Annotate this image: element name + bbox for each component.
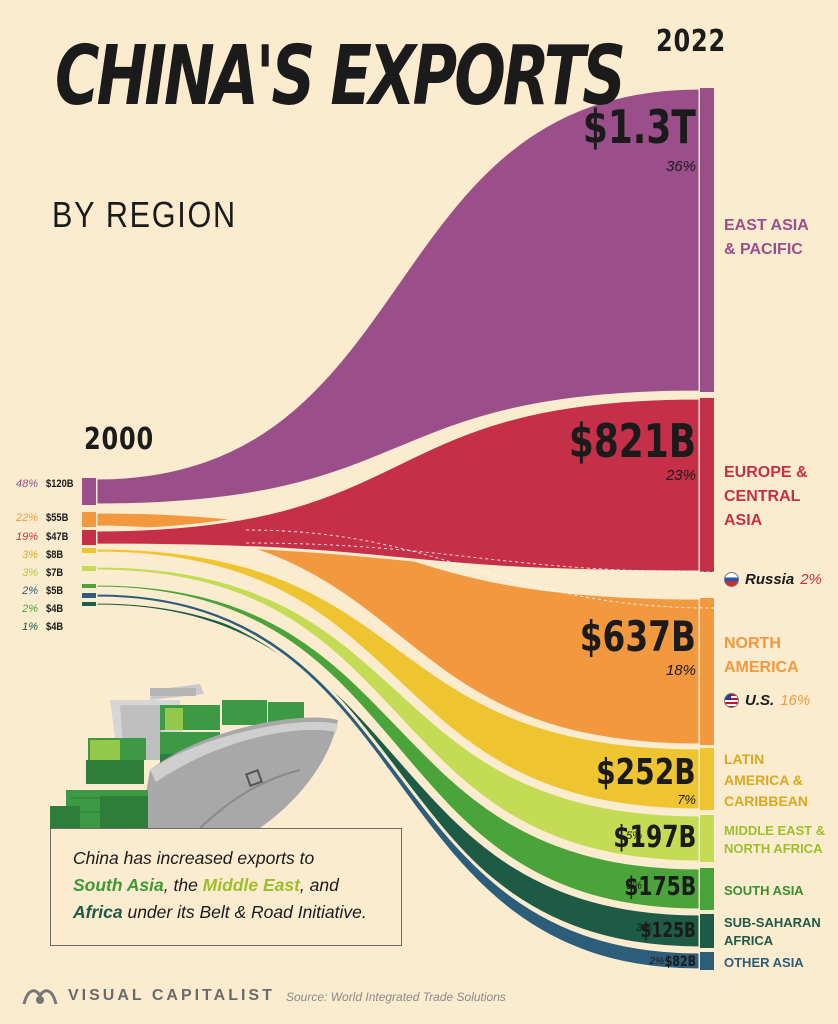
- sub-saharan-end-bar: [700, 914, 714, 948]
- latin-america-flow: [94, 546, 702, 812]
- note-south-asia: South Asia: [73, 875, 164, 895]
- latin-america-start-cap: [82, 548, 96, 553]
- belt-road-note: China has increased exports to South Asi…: [50, 828, 402, 946]
- year-2022-label: 2022: [656, 24, 726, 59]
- left-row-pct: 3%: [22, 549, 38, 561]
- note-africa: Africa: [73, 902, 123, 922]
- other-asia-start-cap: [82, 593, 96, 598]
- left-row-1: 22% $55B: [0, 512, 80, 527]
- footer-brand: VISUAL CAPITALIST: [22, 984, 275, 1008]
- middle-east-start-cap: [82, 566, 96, 571]
- cargo-ship-illustration: [50, 684, 338, 829]
- left-row-value: $7B: [46, 567, 64, 579]
- latin-america-end-bar: [700, 748, 714, 810]
- left-row-value: $120B: [46, 478, 74, 490]
- russia-name: Russia: [745, 571, 795, 588]
- us-flag-icon: [724, 693, 739, 708]
- north-america-value: $637B: [579, 612, 696, 661]
- note-middle-east: Middle East: [202, 875, 300, 895]
- south-asia-value: $175B: [624, 872, 696, 902]
- latin-america-name: LATIN AMERICA & CARIBBEAN: [724, 751, 808, 809]
- source-note: Source: World Integrated Trade Solutions: [286, 990, 506, 1004]
- left-row-value: $47B: [46, 531, 69, 543]
- us-name: U.S.: [745, 692, 775, 709]
- europe-name: EUROPE & CENTRAL ASIA: [724, 464, 808, 529]
- left-row-value: $4B: [46, 603, 64, 615]
- left-row-3: 3% $8B: [0, 549, 80, 564]
- other-asia-end-bar: [700, 952, 714, 970]
- visual-capitalist-logo-icon: [22, 989, 58, 1005]
- south-asia-end-bar: [700, 868, 714, 910]
- south-asia-pct: 5%: [626, 880, 642, 892]
- north-america-name: NORTH AMERICA: [724, 635, 799, 676]
- east-asia-start-cap: [82, 478, 96, 505]
- left-row-6: 2% $4B: [0, 603, 80, 618]
- us-divider: [245, 529, 715, 609]
- north-america-pct: 18%: [665, 662, 696, 679]
- brand-name: VISUAL CAPITALIST: [68, 987, 275, 1004]
- us-pct: 16%: [780, 692, 811, 709]
- russia-pct: 2%: [800, 571, 822, 588]
- us-subitem: U.S. 16%: [724, 692, 810, 709]
- south-asia-name: SOUTH ASIA: [724, 883, 804, 898]
- left-row-0: 48% $120B: [0, 478, 80, 493]
- middle-east-end-bar: [700, 815, 714, 862]
- east-asia-name: EAST ASIA & PACIFIC: [724, 217, 809, 258]
- north-america-start-cap: [82, 512, 96, 527]
- other-asia-value: $82B: [664, 954, 696, 970]
- east-asia-value: $1.3T: [582, 100, 696, 154]
- europe-pct: 23%: [665, 467, 696, 484]
- latin-america-pct: 7%: [677, 792, 696, 807]
- europe-start-cap: [82, 530, 96, 545]
- year-2000-label: 2000: [84, 422, 154, 457]
- left-row-pct: 3%: [22, 567, 38, 579]
- middle-east-pct: 5%: [626, 830, 642, 842]
- south-asia-flow: [94, 582, 702, 912]
- chart-subtitle: BY REGION: [52, 194, 237, 235]
- note-comma2: , and: [299, 875, 339, 895]
- left-row-2: 19% $47B: [0, 531, 80, 546]
- left-row-pct: 22%: [15, 512, 38, 524]
- europe-value: $821B: [568, 414, 696, 468]
- left-row-pct: 19%: [15, 531, 38, 543]
- europe-end-bar: [700, 398, 714, 572]
- note-line1: China has increased exports to: [73, 848, 315, 868]
- middle-east-value: $197B: [613, 820, 696, 855]
- russia-flag-icon: [724, 572, 739, 587]
- left-row-value: $5B: [46, 585, 64, 597]
- left-row-value: $4B: [46, 621, 64, 633]
- other-asia-name: OTHER ASIA: [724, 955, 804, 970]
- note-line3-rest: under its Belt & Road Initiative.: [122, 902, 367, 922]
- russia-divider: [245, 542, 715, 573]
- middle-east-name: MIDDLE EAST & NORTH AFRICA: [724, 823, 826, 856]
- left-row-pct: 2%: [22, 603, 38, 615]
- left-row-pct: 2%: [22, 585, 38, 597]
- left-row-5: 2% $5B: [0, 585, 80, 600]
- sub-saharan-value: $125B: [640, 918, 696, 942]
- note-comma1: , the: [163, 875, 203, 895]
- left-row-pct: 48%: [15, 478, 38, 490]
- russia-subitem: Russia 2%: [724, 571, 822, 588]
- latin-america-value: $252B: [596, 752, 696, 793]
- other-asia-pct: 2%: [649, 956, 664, 967]
- chart-title: CHINA'S EXPORTS: [55, 29, 626, 124]
- east-asia-flow: [94, 86, 702, 507]
- sub-saharan-pct: 3%: [636, 922, 652, 934]
- sub-saharan-name: SUB-SAHARAN AFRICA: [724, 915, 821, 948]
- left-row-value: $8B: [46, 549, 64, 561]
- north-america-end-bar: [700, 598, 714, 745]
- left-row-value: $55B: [46, 512, 69, 524]
- east-asia-end-bar: [700, 88, 714, 392]
- left-row-pct: 1%: [22, 621, 38, 633]
- south-asia-start-cap: [82, 584, 96, 588]
- middle-east-flow: [94, 564, 702, 864]
- left-row-7: 1% $4B: [0, 621, 80, 636]
- flow-bands: [82, 86, 715, 972]
- sub-saharan-start-cap: [82, 602, 96, 606]
- east-asia-pct: 36%: [665, 158, 696, 175]
- left-row-4: 3% $7B: [0, 567, 80, 582]
